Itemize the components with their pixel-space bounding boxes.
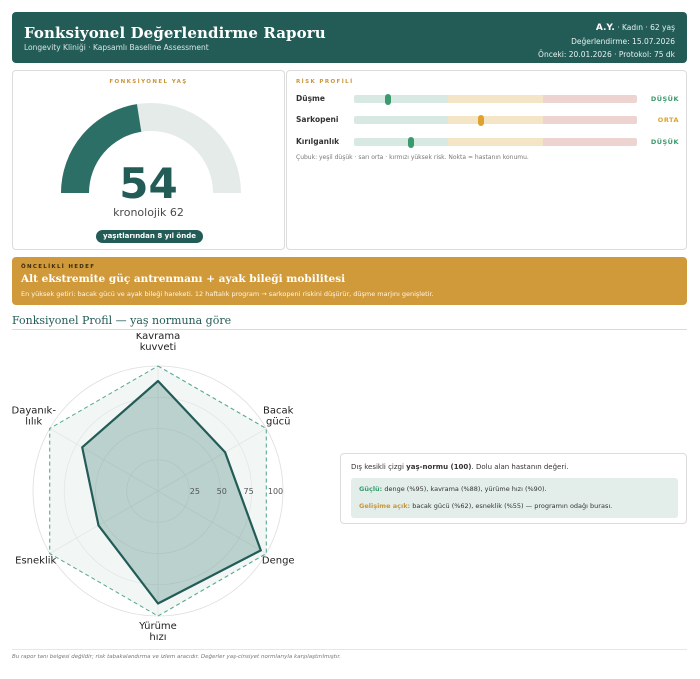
- development-text: bacak gücü (%62), esneklik (%55) — progr…: [410, 502, 612, 510]
- functional-age-value: 54: [13, 163, 284, 205]
- risk-name: Düşme: [296, 94, 325, 103]
- risk-profile-label: RİSK PROFİLİ: [296, 79, 354, 85]
- development-line: Gelişime açık: bacak gücü (%62), esnekli…: [359, 502, 612, 510]
- report-subtitle: Longevity Kliniği · Kapsamlı Baseline As…: [24, 43, 209, 52]
- radar-axis-label: Dayanık-lılık: [12, 406, 57, 428]
- chronological-age: kronolojik 62: [13, 206, 284, 219]
- radar-axis-label: Kavrama kuvveti: [136, 333, 181, 353]
- development-label: Gelişime açık:: [359, 502, 410, 510]
- profile-title: Fonksiyonel Profil — yaş normuna göre: [12, 314, 231, 327]
- risk-note: Çubuk: yeşil düşük · sarı orta · kırmızı…: [296, 154, 529, 161]
- risk-status: ORTA: [658, 116, 679, 124]
- priority-text: En yüksek getiri: bacak gücü ve ayak bil…: [21, 290, 434, 298]
- risk-bar: [354, 138, 637, 146]
- risk-bar: [354, 95, 637, 103]
- patient-info: · Kadın · 62 yaş: [615, 23, 675, 32]
- risk-marker: [408, 137, 414, 148]
- risk-name: Sarkopeni: [296, 115, 338, 124]
- report-header: Fonksiyonel Değerlendirme Raporu Longevi…: [12, 12, 687, 63]
- radar-chart: 25 50 75 100 Kavrama kuvveti Bacak gücü Denge Yür…: [0, 333, 320, 645]
- priority-title: Alt ekstremite güç antrenmanı + ayak bil…: [21, 273, 345, 285]
- legend-summary-box: Güçlü: denge (%95), kavrama (%88), yürüm…: [351, 478, 678, 518]
- radar-tick-label: 100: [268, 487, 283, 496]
- footer-disclaimer: Bu rapor tanı belgesi değildir; risk tab…: [12, 654, 341, 660]
- patient-initials: A.Y.: [596, 23, 615, 33]
- risk-row-sarcopenia: Sarkopeni ORTA: [296, 114, 679, 126]
- risk-status: DÜŞÜK: [651, 95, 679, 103]
- profile-divider: [12, 329, 687, 330]
- risk-profile-card: RİSK PROFİLİ Düşme DÜŞÜK Sarkopeni ORTA …: [286, 70, 687, 250]
- functional-age-card: FONKSİYONEL YAŞ 54 kronolojik 62 yaşıtla…: [12, 70, 285, 250]
- risk-marker: [478, 115, 484, 126]
- risk-name: Kırılganlık: [296, 137, 339, 146]
- priority-label: ÖNCELİKLİ HEDEF: [21, 264, 95, 270]
- strengths-label: Güçlü:: [359, 485, 382, 493]
- strengths-text: denge (%95), kavrama (%88), yürüme hızı …: [382, 485, 546, 493]
- risk-status: DÜŞÜK: [651, 138, 679, 146]
- strengths-line: Güçlü: denge (%95), kavrama (%88), yürüm…: [359, 485, 547, 493]
- radar-axis-label: Bacak gücü: [263, 406, 294, 428]
- assessment-date: Değerlendirme: 15.07.2026: [538, 35, 675, 48]
- legend-note: Dış kesikli çizgi yaş-normu (100). Dolu …: [351, 463, 568, 471]
- risk-row-fall: Düşme DÜŞÜK: [296, 93, 679, 105]
- radar-tick-label: 50: [217, 487, 227, 496]
- priority-goal-banner: ÖNCELİKLİ HEDEF Alt ekstremite güç antre…: [12, 257, 687, 305]
- risk-marker: [385, 94, 391, 105]
- radar-axis-label: Yürüme hızı: [138, 621, 177, 643]
- risk-bar: [354, 116, 637, 124]
- radar-axis-label: Esneklik: [15, 556, 56, 567]
- patient-meta: A.Y. · Kadın · 62 yaş Değerlendirme: 15.…: [538, 21, 675, 61]
- risk-row-frailty: Kırılganlık DÜŞÜK: [296, 136, 679, 148]
- footer-divider: [12, 649, 687, 650]
- previous-assessment: Önceki: 20.01.2026 · Protokol: 75 dk: [538, 48, 675, 61]
- radar-axis-label: Denge: [262, 556, 295, 567]
- radar-tick-label: 75: [244, 487, 254, 496]
- report-title: Fonksiyonel Değerlendirme Raporu: [24, 24, 326, 42]
- functional-age-label: FONKSİYONEL YAŞ: [13, 79, 284, 85]
- legend-norm-label: yaş-normu (100): [406, 463, 471, 471]
- radar-tick-label: 25: [190, 487, 200, 496]
- radar-legend-card: Dış kesikli çizgi yaş-normu (100). Dolu …: [340, 453, 687, 524]
- age-advantage-badge: yaşıtlarından 8 yıl önde: [96, 230, 203, 243]
